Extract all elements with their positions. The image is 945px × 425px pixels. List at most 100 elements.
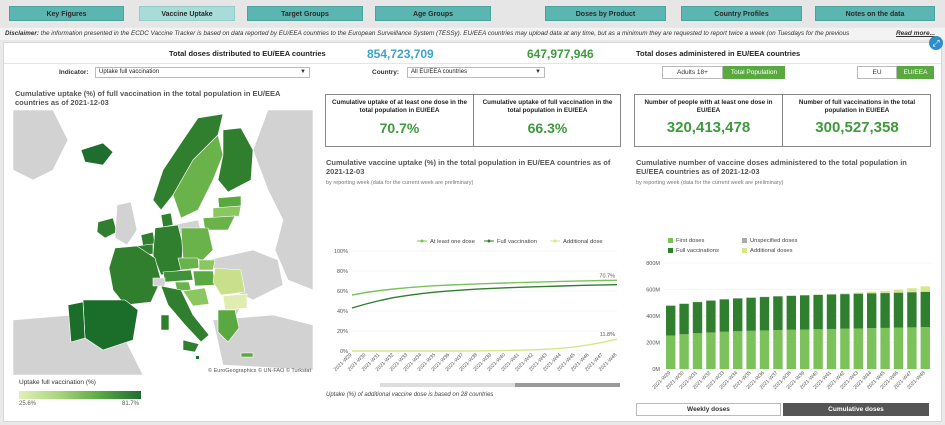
bar-segment-first-doses (733, 331, 743, 369)
bar-segment-first-doses (920, 327, 930, 369)
bar-segment-full-vaccinations (786, 295, 796, 330)
bar-segment-full-vaccinations (719, 299, 729, 332)
legend-label: Full vaccinations (676, 248, 719, 254)
doses-bar-chart[interactable]: 0M 200M 400M 600M 800M First doses Full vaccin… (632, 193, 937, 401)
country-denmark[interactable] (160, 212, 174, 228)
kpi-label: Number of people with at least one dose … (644, 99, 773, 114)
weekly-doses-button[interactable]: Weekly doses (636, 403, 781, 416)
country-malta[interactable] (196, 356, 199, 359)
bar-segment-first-doses (773, 330, 783, 369)
read-more-link[interactable]: Read more... (891, 28, 935, 40)
country-sweden[interactable] (172, 134, 224, 219)
country-switzerland (152, 277, 166, 287)
country-cyprus[interactable] (240, 352, 254, 358)
toggle-adults[interactable]: Adults 18+ (662, 66, 723, 79)
greenland-region (13, 110, 69, 181)
country-norway[interactable] (152, 113, 224, 211)
tab-key-figures[interactable]: Key Figures (9, 6, 124, 21)
bar-segment-full-vaccinations (773, 296, 783, 331)
country-iceland[interactable] (80, 142, 114, 166)
country-finland[interactable] (217, 127, 254, 193)
country-croatia[interactable] (182, 287, 210, 307)
scrollbar-thumb[interactable] (515, 383, 620, 387)
bar-segment-first-doses (826, 328, 837, 369)
country-latvia[interactable] (212, 205, 242, 219)
expand-icon[interactable]: ⤢ (929, 36, 943, 50)
toggle-eu-eea[interactable]: EU/EEA (897, 66, 934, 79)
bar-segment-full-vaccinations (733, 298, 743, 332)
country-france[interactable] (108, 245, 162, 306)
bar-segment-first-doses (800, 329, 810, 369)
kpi-full-vaccination: Cumulative uptake of full vaccination in… (474, 95, 621, 136)
disclaimer-banner: Disclaimer: the information presented in… (0, 28, 945, 40)
toggle-total-population[interactable]: Total Population (723, 66, 785, 79)
series-line-at-least-one-dose (351, 279, 618, 296)
legend-label: At least one dose (430, 239, 475, 245)
country-dropdown[interactable]: All EU/EEA countries ▼ (407, 67, 545, 78)
bar-segment-additional-doses (907, 288, 917, 293)
bar-segment-first-doses (813, 329, 823, 369)
map-legend-title: Uptake full vaccination (%) (19, 379, 96, 386)
country-lithuania[interactable] (202, 215, 236, 231)
country-czechia[interactable] (177, 257, 200, 271)
bar-segment-first-doses (880, 327, 890, 369)
legend-label: Full vaccination (497, 239, 537, 245)
indicator-dropdown[interactable]: Uptake full vaccination ▼ (95, 67, 310, 78)
bar-segment-full-vaccinations (853, 293, 863, 329)
country-label: Country: (372, 69, 400, 76)
country-hungary[interactable] (192, 270, 216, 287)
country-bulgaria[interactable] (222, 293, 248, 311)
cumulative-doses-button[interactable]: Cumulative doses (783, 403, 929, 416)
legend-label: First doses (676, 238, 704, 244)
map-legend-max: 81.7% (122, 401, 140, 407)
uptake-line-chart[interactable]: 0% 20% 40% 60% 80% 100% At least one dose Full … (322, 193, 622, 389)
tab-target-groups[interactable]: Target Groups (247, 6, 363, 21)
series-line-full-vaccination (351, 284, 618, 309)
top-nav: Key Figures Vaccine Uptake Target Groups Ag… (0, 0, 945, 27)
country-slovakia[interactable] (198, 259, 216, 271)
bar-segment-first-doses (759, 330, 770, 369)
bar-segment-full-vaccinations (893, 292, 904, 328)
kpi-divider (473, 95, 474, 146)
total-administered-label: Total doses administered in EU/EEA count… (636, 49, 801, 58)
legend-marker (420, 239, 424, 243)
europe-map[interactable]: © EuroGeographics © UN-FAO © Turkstat (13, 110, 313, 375)
country-greece[interactable] (217, 309, 240, 343)
chart-scrollbar[interactable] (380, 383, 620, 387)
country-sicily[interactable] (182, 339, 200, 353)
y-tick-label: 200M (646, 341, 660, 347)
country-value: All EU/EEA countries (411, 69, 468, 75)
chevron-down-icon: ▼ (535, 69, 541, 75)
country-austria[interactable] (162, 269, 194, 283)
people-kpi-group: Number of people with at least one dose … (634, 94, 931, 147)
kpi-value: 70.7% (379, 120, 420, 136)
tab-notes-on-the-data[interactable]: Notes on the data (815, 6, 935, 21)
toggle-eu[interactable]: EU (857, 66, 897, 79)
bar-segment-full-vaccinations (692, 302, 703, 334)
country-sardinia[interactable] (160, 314, 170, 331)
doses-chart-title: Cumulative number of vaccine doses admin… (636, 158, 907, 176)
country-portugal[interactable] (67, 301, 86, 343)
bar-segment-additional-doses (893, 289, 904, 293)
country-ireland[interactable] (96, 217, 118, 239)
country-poland[interactable] (180, 227, 214, 261)
kpi-value: 320,413,478 (666, 119, 751, 136)
disclaimer-text: the information presented in the ECDC Va… (38, 30, 850, 37)
kpi-divider (782, 95, 783, 146)
tab-vaccine-uptake[interactable]: Vaccine Uptake (139, 6, 235, 21)
kpi-value: 66.3% (527, 120, 568, 136)
uptake-chart-title: Cumulative vaccine uptake (%) in the tot… (326, 158, 611, 176)
bar-segment-first-doses (679, 334, 689, 369)
map-credit: © EuroGeographics © UN-FAO © Turkstat (208, 367, 311, 374)
tab-age-groups[interactable]: Age Groups (375, 6, 491, 21)
bar-segment-full-vaccinations (867, 293, 877, 329)
tab-doses-by-product[interactable]: Doses by Product (545, 6, 666, 21)
y-tick-label: 800M (646, 261, 660, 267)
kpi-value: 300,527,358 (815, 119, 899, 136)
bar-segment-first-doses (786, 329, 796, 369)
bar-segment-full-vaccinations (907, 292, 917, 328)
country-romania[interactable] (212, 267, 246, 296)
disclaimer-bold: Disclaimer: (5, 30, 39, 37)
tab-country-profiles[interactable]: Country Profiles (681, 6, 802, 21)
country-italy[interactable] (160, 285, 210, 343)
